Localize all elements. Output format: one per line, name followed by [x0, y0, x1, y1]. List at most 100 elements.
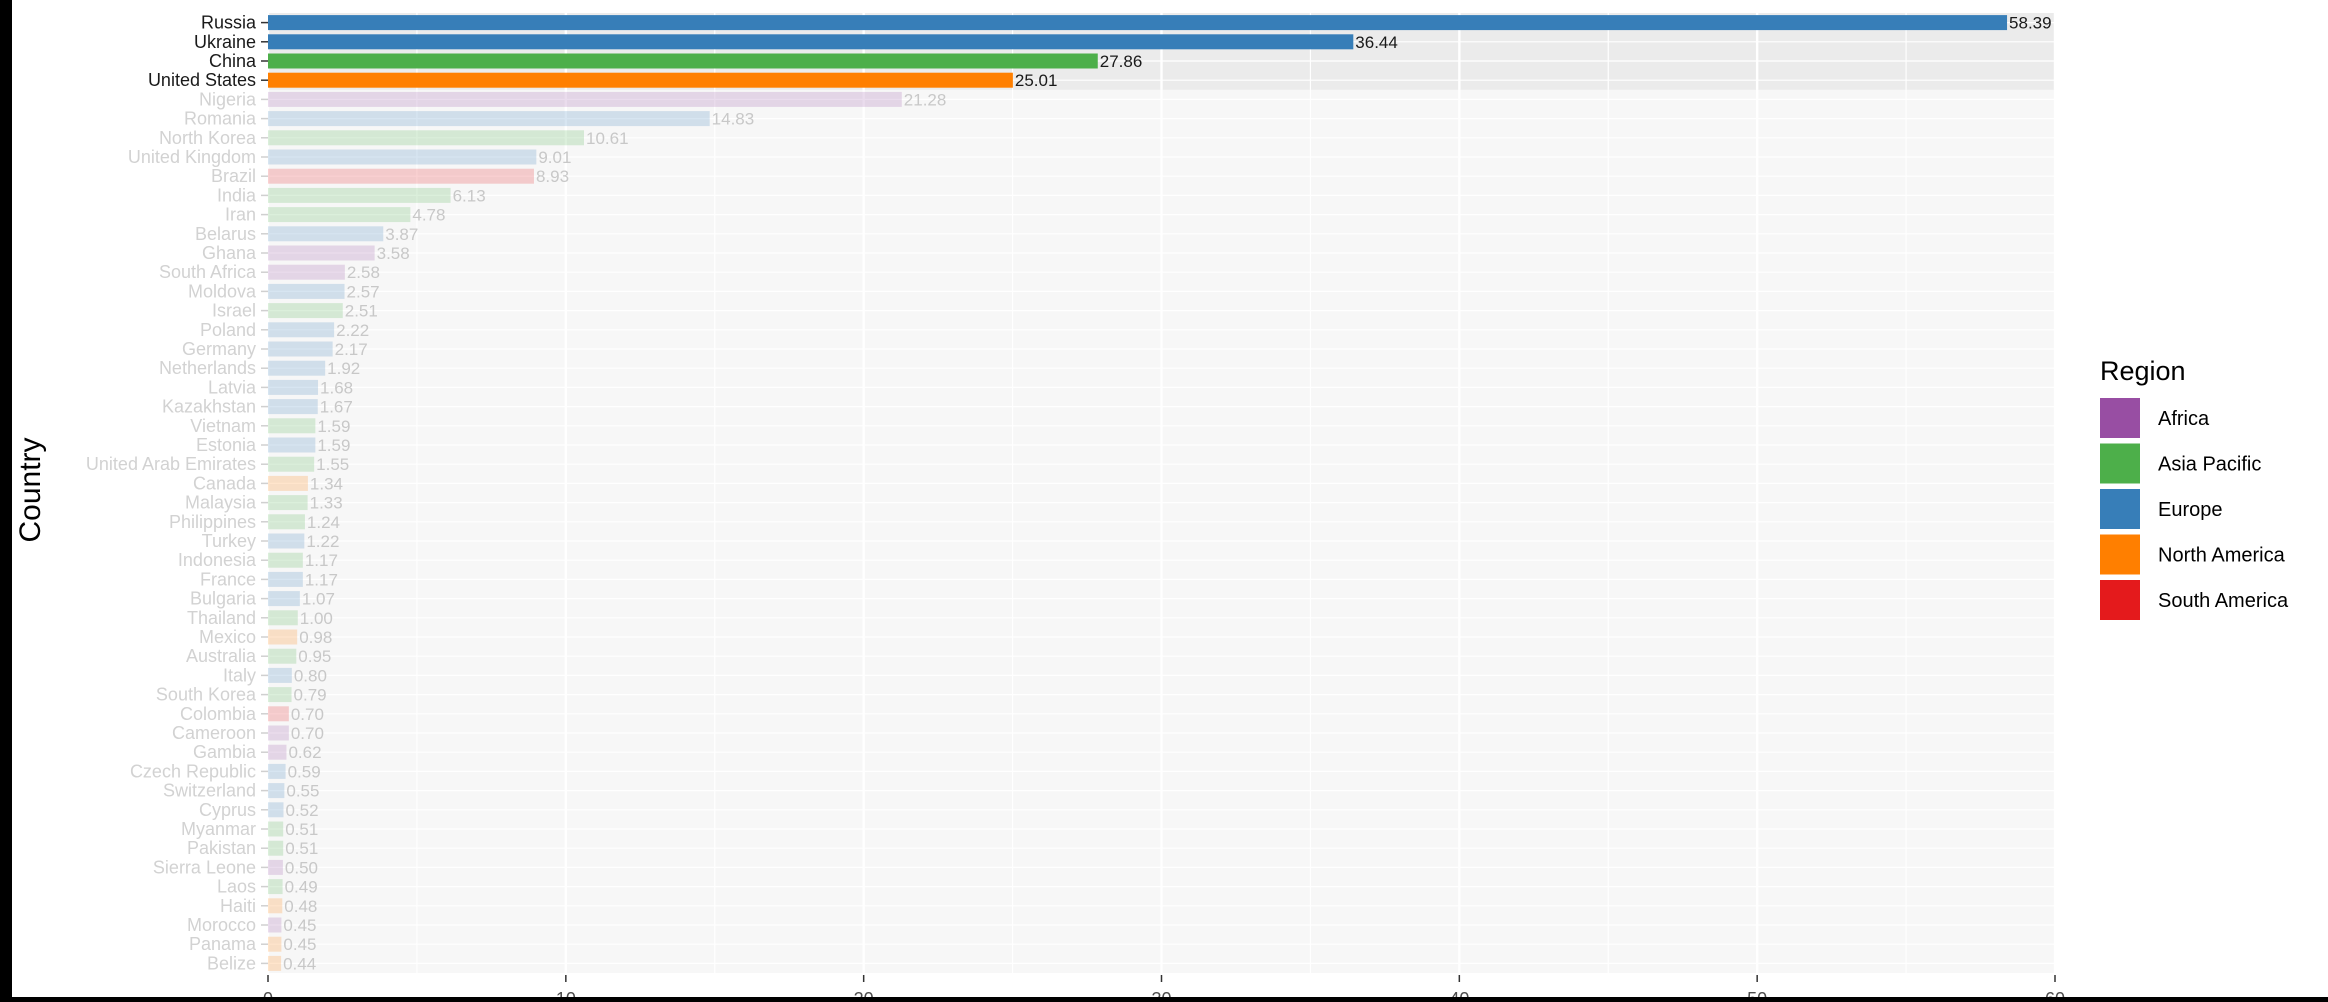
bar-value-label: 0.51 — [285, 820, 318, 839]
x-tick-label: 40 — [1449, 989, 1469, 997]
bar-value-label: 0.55 — [286, 782, 319, 801]
bar-value-label: 0.45 — [283, 916, 316, 935]
y-tick-label: Bulgaria — [190, 589, 257, 609]
legend-label: North America — [2158, 545, 2286, 567]
y-tick-label: France — [200, 569, 256, 589]
y-tick-label: Morocco — [187, 915, 256, 935]
bar-value-label: 3.87 — [385, 225, 418, 244]
y-tick-label: India — [217, 185, 257, 205]
bar-value-label: 10.61 — [586, 129, 629, 148]
y-tick-label: Myanmar — [181, 819, 256, 839]
bar-value-label: 0.48 — [284, 897, 317, 916]
bar-value-label: 1.07 — [302, 590, 335, 609]
bar-value-label: 14.83 — [712, 110, 755, 129]
bar-value-label: 3.58 — [377, 244, 410, 263]
y-tick-label: Canada — [193, 473, 257, 493]
y-tick-label: Philippines — [169, 512, 256, 532]
bar-value-label: 4.78 — [412, 206, 445, 225]
y-tick-label: Italy — [223, 665, 256, 685]
y-tick-label: South Korea — [156, 685, 257, 705]
bar — [268, 418, 316, 434]
y-tick-label: Iran — [225, 205, 256, 225]
value-labels-group: 58.39 36.44 27.86 25.01 21.28 14.83 10.61 9.018… — [283, 14, 2051, 974]
y-tick-label: Australia — [186, 646, 257, 666]
y-tick-label: Cyprus — [199, 800, 256, 820]
bar-value-label: 0.51 — [285, 839, 318, 858]
bar-value-label: 1.33 — [310, 494, 343, 513]
legend-swatch — [2100, 398, 2140, 438]
bar — [268, 514, 305, 530]
y-tick-label: Nigeria — [199, 89, 257, 109]
y-tick-label: United States — [148, 70, 256, 90]
y-tick-label: Mexico — [199, 627, 256, 647]
y-tick-label: Kazakhstan — [162, 397, 256, 417]
bar — [268, 207, 411, 223]
legend-label: Africa — [2158, 408, 2210, 430]
bar — [268, 34, 1354, 50]
y-tick-label: Ukraine — [194, 32, 256, 52]
y-tick-label: United Arab Emirates — [86, 454, 256, 474]
bar — [268, 130, 585, 146]
bar-value-label: 0.79 — [294, 686, 327, 705]
bar-value-label: 0.59 — [288, 762, 321, 781]
y-tick-label: Turkey — [202, 531, 256, 551]
x-tick-label: 10 — [556, 989, 576, 997]
legend-swatch — [2100, 489, 2140, 529]
bar — [268, 379, 319, 395]
bar-value-label: 0.70 — [291, 724, 324, 743]
bar — [268, 802, 284, 818]
x-tick-label: 50 — [1747, 989, 1767, 997]
bar-value-label: 0.49 — [285, 878, 318, 897]
y-tick-label: Netherlands — [159, 358, 256, 378]
y-tick-label: Colombia — [180, 704, 257, 724]
y-tick-label: Latvia — [208, 377, 257, 397]
bar — [268, 283, 345, 299]
bar-value-label: 1.24 — [307, 513, 340, 532]
bar-value-label: 8.93 — [536, 167, 569, 186]
bar — [268, 72, 1013, 88]
y-tick-label: Gambia — [193, 742, 257, 762]
y-tick-label: Indonesia — [178, 550, 257, 570]
bar-value-label: 1.22 — [306, 532, 339, 551]
bar-value-label: 9.01 — [538, 148, 571, 167]
bar — [268, 91, 902, 107]
y-tick-label: Ghana — [202, 243, 257, 263]
bar-value-label: 1.00 — [300, 609, 333, 628]
y-tick-label: Cameroon — [172, 723, 256, 743]
bar-value-label: 58.39 — [2009, 14, 2052, 33]
bar-value-label: 2.17 — [335, 340, 368, 359]
bar — [268, 341, 333, 357]
bar — [268, 591, 300, 607]
bars-group — [268, 15, 2008, 971]
y-tick-label: Sierra Leone — [153, 857, 256, 877]
bar — [268, 955, 282, 971]
legend-swatch — [2100, 534, 2140, 575]
bar-value-label: 1.59 — [317, 436, 350, 455]
y-tick-label: United Kingdom — [128, 147, 256, 167]
bar — [268, 821, 284, 837]
legend-title: Region — [2100, 356, 2186, 386]
bar-value-label: 1.67 — [320, 398, 353, 417]
bar-value-label: 2.57 — [347, 282, 380, 301]
bar — [268, 706, 289, 722]
bar — [268, 744, 287, 760]
bar-value-label: 0.62 — [288, 743, 321, 762]
bar — [268, 437, 316, 453]
bar-value-label: 1.17 — [305, 551, 338, 570]
bar-value-label: 1.92 — [327, 359, 360, 378]
bar — [268, 187, 451, 203]
bar — [268, 399, 318, 415]
y-tick-label: Belize — [207, 953, 256, 973]
bar — [268, 53, 1098, 69]
bar — [268, 840, 284, 856]
bar-value-label: 21.28 — [904, 90, 947, 109]
bar — [268, 475, 308, 491]
bar-value-label: 1.68 — [320, 378, 353, 397]
legend-items: Africa Asia Pacific Europe North America Sou… — [2100, 398, 2289, 620]
bar — [268, 667, 292, 683]
x-tick-label: 30 — [1151, 989, 1171, 997]
bar-value-label: 6.13 — [453, 186, 486, 205]
bar — [268, 303, 343, 319]
grid-lines — [266, 13, 2057, 973]
